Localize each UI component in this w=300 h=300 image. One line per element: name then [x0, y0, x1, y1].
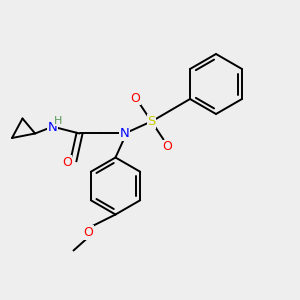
Text: N: N [48, 121, 57, 134]
Text: O: O [131, 92, 140, 105]
Text: O: O [163, 140, 172, 154]
Text: S: S [147, 115, 156, 128]
Text: H: H [54, 116, 62, 126]
Text: N: N [120, 127, 129, 140]
Text: O: O [62, 155, 72, 169]
Text: O: O [84, 226, 93, 239]
